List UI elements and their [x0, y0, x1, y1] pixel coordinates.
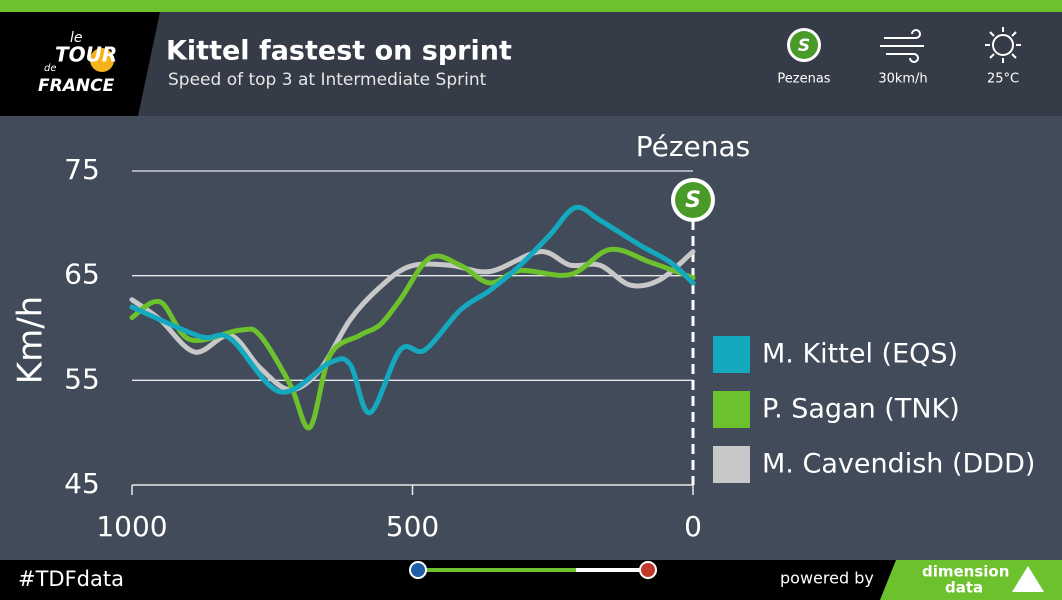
series-line	[129, 204, 696, 416]
legend-swatch	[713, 446, 750, 483]
legend-label: M. Cavendish (DDD)	[762, 449, 1035, 480]
brand-text: data	[945, 579, 983, 597]
sprint-badge	[675, 182, 711, 218]
brand-logo	[1012, 566, 1044, 592]
sun-rays	[985, 27, 1021, 63]
temperature: 25°C	[987, 72, 1019, 87]
annotation: Pézenas	[636, 130, 751, 163]
y-tick-label: 45	[64, 467, 100, 500]
logo-sun	[90, 48, 114, 72]
badge-text: S	[798, 36, 810, 56]
y-tick-label: 65	[64, 258, 100, 291]
legend-label: P. Sagan (TNK)	[762, 394, 960, 425]
wind-stroke	[886, 53, 919, 63]
title: Kittel fastest on sprint	[166, 36, 512, 67]
y-axis-label: Km/h	[11, 296, 51, 384]
stage-name: Pezenas	[777, 72, 830, 87]
x-tick-label: 0	[684, 510, 702, 543]
header-bar	[0, 12, 1062, 116]
wind-icon	[880, 29, 924, 63]
logo-text: FRANCE	[38, 76, 115, 96]
subtitle: Speed of top 3 at Intermediate Sprint	[168, 70, 487, 90]
progress-start	[409, 561, 427, 579]
series-line	[129, 246, 696, 431]
brand-text: dimension	[922, 563, 1009, 581]
y-tick-label: 75	[64, 153, 100, 186]
top-strip	[0, 0, 1062, 12]
sprint-badge-text: S	[685, 188, 701, 213]
logo-text: de	[44, 63, 57, 74]
logo-text: TOUR	[55, 43, 117, 67]
wind-stroke	[884, 29, 921, 39]
badge	[790, 31, 818, 59]
sun-disc	[992, 34, 1014, 56]
progress-finish	[639, 561, 657, 579]
plot: 45 55 65 75 1000 500 0 Km/h Pézenas S M. Kittel (E…	[11, 130, 1036, 543]
legend-swatch	[713, 336, 750, 373]
powered-by: powered by	[780, 569, 874, 588]
legend-swatch	[713, 391, 750, 428]
logo-text: le	[70, 30, 83, 46]
x-tick-label: 500	[386, 510, 439, 543]
wind-speed: 30km/h	[878, 72, 927, 87]
y-tick-label: 55	[64, 362, 100, 395]
logo-panel	[0, 12, 160, 116]
hashtag: #TDFdata	[18, 567, 124, 591]
series-line	[129, 249, 696, 393]
x-tick-label: 1000	[96, 510, 167, 543]
legend-label: M. Kittel (EQS)	[762, 339, 958, 370]
sun-icon	[985, 27, 1021, 63]
